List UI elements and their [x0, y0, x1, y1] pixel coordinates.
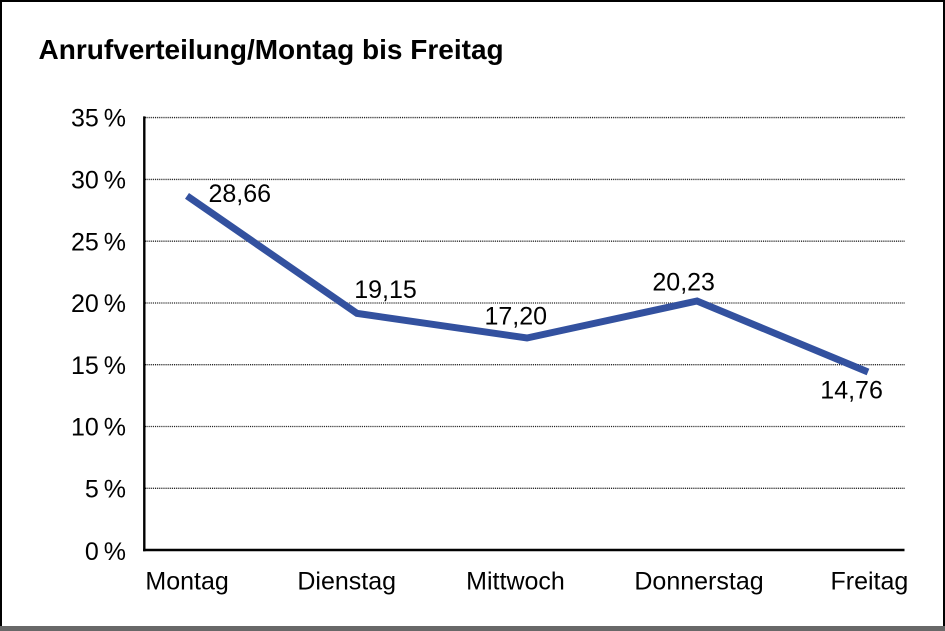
svg-text:14,76: 14,76	[820, 377, 883, 405]
svg-text:30 %: 30 %	[71, 167, 126, 195]
svg-text:19,15: 19,15	[354, 276, 417, 304]
svg-text:20,23: 20,23	[652, 268, 715, 296]
svg-text:15 %: 15 %	[71, 352, 126, 380]
svg-text:Anrufverteilung/Montag bis Fre: Anrufverteilung/Montag bis Freitag	[39, 34, 504, 65]
svg-text:Freitag: Freitag	[830, 567, 908, 595]
svg-text:35 %: 35 %	[71, 105, 126, 133]
svg-text:28,66: 28,66	[209, 180, 272, 208]
svg-text:25 %: 25 %	[71, 228, 126, 256]
svg-text:Montag: Montag	[145, 567, 228, 595]
svg-text:0 %: 0 %	[85, 538, 126, 566]
svg-text:20 %: 20 %	[71, 290, 126, 318]
svg-text:Donnerstag: Donnerstag	[634, 567, 763, 595]
svg-text:17,20: 17,20	[485, 302, 548, 330]
svg-text:10 %: 10 %	[71, 414, 126, 442]
svg-text:Dienstag: Dienstag	[297, 567, 396, 595]
svg-text:Mittwoch: Mittwoch	[466, 567, 565, 595]
svg-text:5 %: 5 %	[85, 475, 126, 503]
